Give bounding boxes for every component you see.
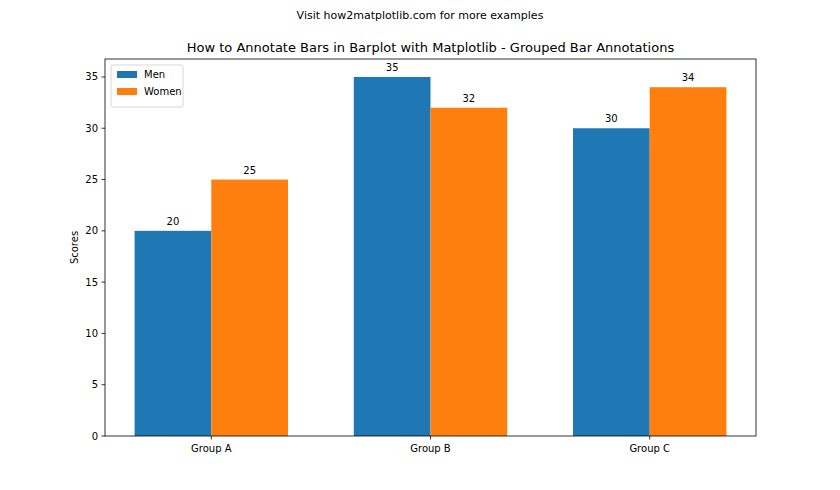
bar	[650, 87, 727, 436]
legend-box	[111, 65, 183, 107]
y-tick	[102, 384, 106, 385]
y-tick	[102, 282, 106, 283]
x-axis: Group A Group B Group C	[191, 436, 670, 454]
subtitle: Visit how2matplotlib.com for more exampl…	[297, 9, 544, 22]
y-tick	[102, 128, 106, 129]
y-tick	[102, 333, 106, 334]
legend: Men Women	[111, 65, 183, 107]
bars	[135, 77, 727, 436]
y-axis-label: Scores	[69, 231, 80, 264]
y-tick	[102, 76, 106, 77]
y-tick-label: 25	[85, 174, 98, 185]
data-label: 30	[605, 113, 618, 124]
chart: Visit how2matplotlib.com for more exampl…	[0, 0, 840, 490]
title: How to Annotate Bars in Barplot with Mat…	[187, 40, 675, 55]
x-tick	[211, 436, 212, 440]
y-axis: 0 5 10 15 20 25 30 35	[85, 71, 105, 441]
bar	[354, 77, 431, 436]
y-tick	[102, 436, 106, 437]
bar	[211, 180, 288, 436]
x-tick-label: Group A	[191, 443, 232, 454]
y-tick-label: 30	[85, 123, 98, 134]
data-label: 25	[243, 165, 256, 176]
x-tick	[430, 436, 431, 440]
y-tick	[102, 230, 106, 231]
legend-label: Men	[144, 69, 165, 80]
data-label: 20	[167, 216, 180, 227]
x-tick	[649, 436, 650, 440]
data-label: 35	[386, 62, 399, 73]
x-tick-label: Group C	[629, 443, 670, 454]
y-tick-label: 20	[85, 225, 98, 236]
background	[0, 0, 840, 490]
bar	[431, 108, 508, 436]
y-tick-label: 10	[85, 328, 98, 339]
legend-label: Women	[144, 86, 182, 97]
x-tick-label: Group B	[410, 443, 451, 454]
legend-swatch	[117, 71, 137, 78]
y-tick-label: 0	[92, 431, 98, 442]
plot-frame	[105, 59, 756, 436]
y-tick-label: 15	[85, 277, 98, 288]
data-label: 34	[682, 72, 695, 83]
data-label: 32	[462, 93, 475, 104]
y-tick-label: 5	[92, 379, 98, 390]
legend-swatch	[117, 88, 137, 95]
bar	[135, 231, 212, 436]
y-tick	[102, 179, 106, 180]
bar	[573, 128, 650, 436]
data-labels: 20 35 30 25 32 34	[167, 62, 695, 227]
y-tick-label: 35	[85, 71, 98, 82]
